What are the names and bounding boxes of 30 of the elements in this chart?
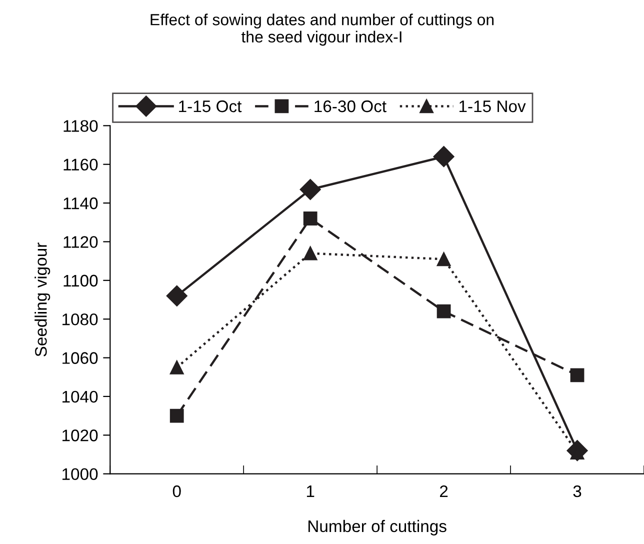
y-tick-label: 1140 <box>64 197 98 210</box>
y-tick-label: 1100 <box>64 274 98 287</box>
y-tick-label: 1060 <box>62 352 98 364</box>
y-tick-label: 1040 <box>62 390 98 403</box>
legend-label: 16-30 Oct <box>314 100 386 112</box>
point <box>436 304 451 318</box>
x-tick-label: 0 <box>172 485 181 498</box>
point <box>303 212 318 226</box>
y-tick-label: 1000 <box>62 468 98 480</box>
chart-title: Effect of sowing dates and number of cuttings on the seed vigour index-I <box>150 14 494 46</box>
y-tick-label: 1080 <box>62 313 98 326</box>
y-tick-label: 1120 <box>64 236 98 248</box>
point <box>170 408 184 423</box>
legend-label: 1-15 Nov <box>459 100 526 112</box>
y-tick-label: 1020 <box>62 430 98 442</box>
x-tick-label: 1 <box>306 486 314 498</box>
point <box>166 285 188 306</box>
point <box>300 178 321 200</box>
point <box>436 252 451 266</box>
legend-label: 1-15 Oct <box>179 100 242 112</box>
point <box>433 146 454 168</box>
x-axis-title: Number of cuttings <box>308 520 446 536</box>
point <box>303 246 318 260</box>
y-tick-label: 1160 <box>64 158 98 171</box>
y-axis-title: Seedling vigour <box>34 242 50 356</box>
x-tick-label: 3 <box>573 485 582 498</box>
y-tick-label: 1180 <box>64 120 98 132</box>
point <box>170 360 184 374</box>
x-tick-label: 2 <box>440 485 448 498</box>
point <box>570 368 584 382</box>
